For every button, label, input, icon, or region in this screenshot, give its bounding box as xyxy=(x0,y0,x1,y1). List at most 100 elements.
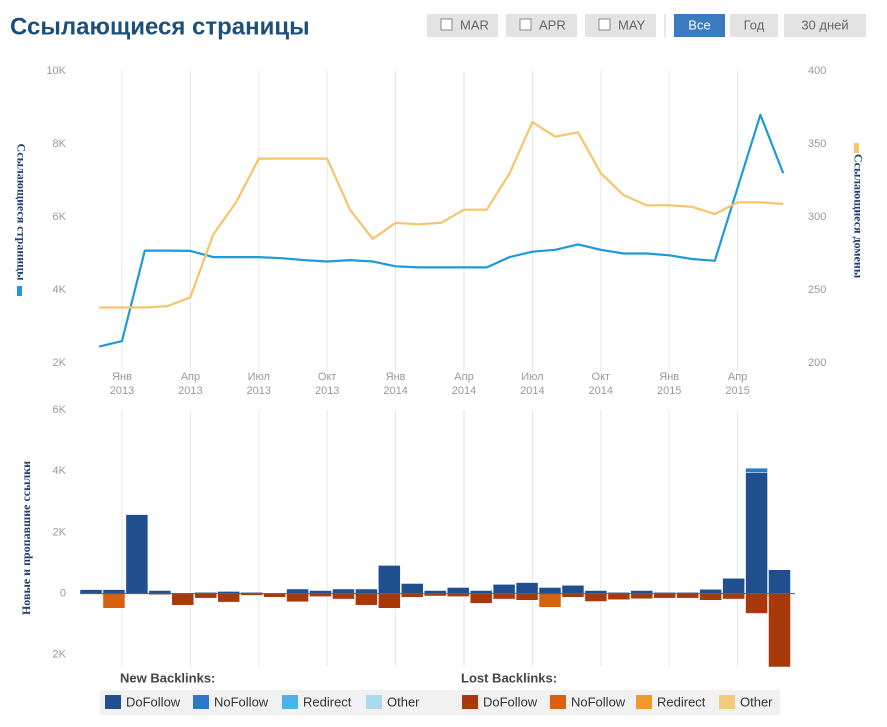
x-tick-label: Апр xyxy=(454,371,473,383)
month-filter-label: MAR xyxy=(460,17,489,32)
x-tick-year: 2014 xyxy=(589,385,613,397)
bar xyxy=(768,569,791,594)
legend-swatch xyxy=(550,695,566,709)
bar xyxy=(745,593,768,614)
y-tick-label: 10K xyxy=(46,65,66,77)
bar xyxy=(584,593,608,602)
y-tick-label: 2K xyxy=(53,649,67,661)
y-tick-label: 4K xyxy=(53,284,67,296)
y2-tick-label: 300 xyxy=(808,211,826,223)
y2-axis-title: Ссылающиеся домены xyxy=(851,154,865,279)
legend-label: Redirect xyxy=(657,694,706,709)
bar xyxy=(492,593,516,600)
y-tick-label: 2K xyxy=(53,357,67,369)
x-tick-label: Июл xyxy=(248,371,270,383)
y2-tick-label: 200 xyxy=(808,357,826,369)
legend-label: DoFollow xyxy=(483,694,538,709)
bar xyxy=(745,467,768,473)
y-tick-label: 6K xyxy=(53,211,67,223)
page-title: Ссылающиеся страницы xyxy=(10,13,310,40)
range-button[interactable] xyxy=(730,14,778,37)
bar xyxy=(699,593,722,601)
bar xyxy=(125,514,149,594)
bar xyxy=(401,583,424,594)
axis-swatch xyxy=(17,286,22,296)
y-axis-title: Ссылающиеся страницы xyxy=(14,144,28,282)
y2-tick-label: 400 xyxy=(808,65,826,77)
bar xyxy=(401,593,424,598)
line-series xyxy=(98,113,785,348)
bar xyxy=(332,593,355,600)
x-tick-label: Апр xyxy=(181,371,200,383)
legend-swatch xyxy=(105,695,121,709)
bar xyxy=(125,513,149,515)
legend-heading: Lost Backlinks: xyxy=(461,670,557,685)
bar xyxy=(722,593,745,600)
y2-tick-label: 250 xyxy=(808,284,826,296)
y-tick-label: 0 xyxy=(60,587,66,599)
bar xyxy=(217,593,240,603)
bar xyxy=(768,593,791,668)
y2-tick-label: 350 xyxy=(808,138,826,150)
axis-swatch xyxy=(854,143,859,153)
y-tick-label: 2K xyxy=(53,526,67,538)
bar xyxy=(332,588,355,594)
x-tick-label: Окт xyxy=(592,371,611,383)
y-tick-label: 6K xyxy=(53,404,67,416)
x-tick-year: 2013 xyxy=(110,385,134,397)
line-series xyxy=(99,121,784,309)
legend-label: Redirect xyxy=(303,694,352,709)
x-tick-label: Янв xyxy=(659,371,679,383)
bar xyxy=(538,593,562,608)
checkbox xyxy=(598,18,611,31)
bar xyxy=(653,593,676,599)
range-label: Год xyxy=(744,17,765,32)
bar xyxy=(378,593,401,609)
x-tick-year: 2014 xyxy=(452,385,476,397)
x-tick-year: 2014 xyxy=(520,385,544,397)
bar xyxy=(263,593,286,598)
bar xyxy=(607,593,631,600)
x-tick-label: Апр xyxy=(728,371,747,383)
bar xyxy=(515,593,539,601)
bar xyxy=(745,472,768,594)
month-filter-label: MAY xyxy=(618,17,646,32)
legend-swatch xyxy=(282,695,298,709)
bar xyxy=(676,593,699,599)
legend-swatch xyxy=(719,695,735,709)
bar xyxy=(446,587,470,594)
range-button[interactable] xyxy=(784,14,866,37)
bar xyxy=(378,565,401,594)
legend-swatch xyxy=(462,695,478,709)
legend-label: Other xyxy=(387,694,420,709)
bar xyxy=(630,593,654,600)
x-tick-year: 2013 xyxy=(247,385,271,397)
month-filter-label: APR xyxy=(539,17,566,32)
bar xyxy=(355,593,378,606)
x-tick-year: 2013 xyxy=(315,385,339,397)
bar xyxy=(286,593,309,603)
x-tick-label: Июл xyxy=(521,371,543,383)
x-tick-label: Янв xyxy=(386,371,406,383)
bar xyxy=(102,593,126,609)
bar xyxy=(355,588,378,594)
x-tick-year: 2014 xyxy=(383,385,407,397)
y-tick-label: 4K xyxy=(53,465,67,477)
range-button[interactable] xyxy=(674,14,725,37)
bar xyxy=(492,584,516,594)
checkbox xyxy=(440,18,453,31)
legend-label: DoFollow xyxy=(126,694,181,709)
bar xyxy=(561,585,585,594)
bar xyxy=(561,593,585,598)
bar xyxy=(171,593,195,606)
y-axis-title: Новые и пропавшие ссылки xyxy=(19,461,33,615)
bar xyxy=(194,593,217,599)
bar xyxy=(538,587,562,594)
y-tick-label: 8K xyxy=(53,138,67,150)
legend-label: Other xyxy=(740,694,773,709)
legend-background xyxy=(100,690,780,715)
x-tick-year: 2015 xyxy=(657,385,681,397)
legend-label: NoFollow xyxy=(571,694,626,709)
x-tick-label: Янв xyxy=(112,371,132,383)
bar xyxy=(102,589,126,594)
